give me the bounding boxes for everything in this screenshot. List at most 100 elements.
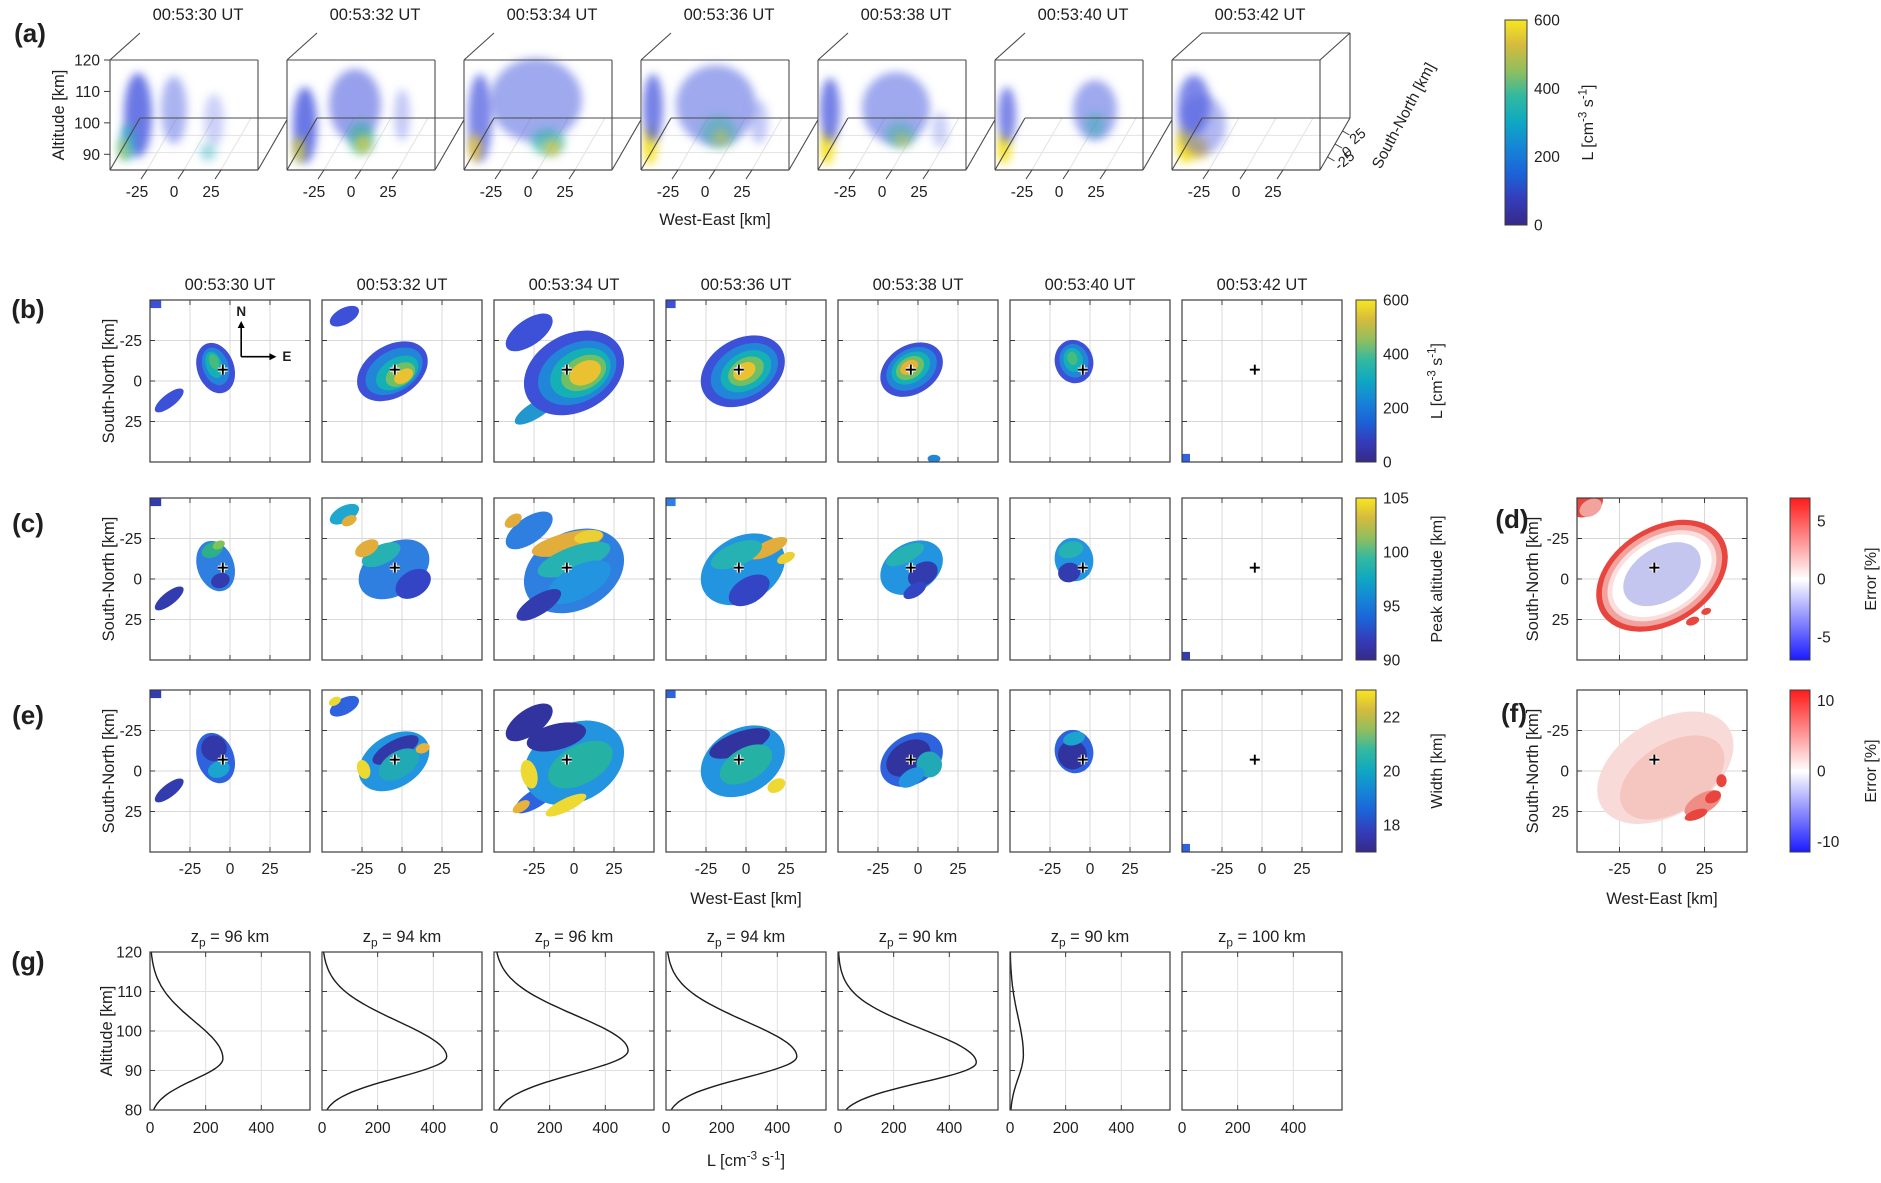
patch (666, 498, 676, 507)
blob (154, 586, 184, 611)
xtick-e: 25 (261, 861, 278, 878)
xtick-g: 0 (834, 1120, 843, 1137)
volume-box-3: -25 0 25 00:53:36 UT (640, 6, 820, 201)
xtick-e: 25 (949, 861, 966, 878)
tick (922, 169, 930, 180)
emission-blob (750, 100, 768, 144)
xtick-g: 200 (1053, 1120, 1079, 1137)
row-a: -25 0 25 00:53:30 UT -25 0 25 00:53:32 UT -25 0 25… (50, 6, 1439, 229)
blob (341, 514, 357, 527)
tick (1334, 143, 1343, 149)
blob (548, 740, 613, 789)
xtick-a: -25 (126, 184, 148, 201)
ylabel-d: South-North [km] (1524, 517, 1542, 642)
east-arrow-icon (269, 353, 277, 361)
floor-grid (360, 117, 392, 171)
blob (372, 735, 419, 765)
volume-box-2: -25 0 25 00:53:34 UT (463, 6, 643, 201)
xtick-g: 400 (764, 1120, 790, 1137)
box-edge (257, 117, 289, 171)
colorbar-f-label: Error [%] (1863, 739, 1880, 802)
title-a0: 00:53:30 UT (153, 6, 244, 24)
colorbar-d-label: Error [%] (1863, 547, 1880, 610)
blob (728, 574, 770, 607)
map-shapes (150, 690, 236, 803)
map-shapes (1182, 453, 1190, 462)
patch (666, 690, 676, 699)
colorbar-e: 18 20 22 Width [km] (1355, 689, 1446, 853)
sn-tick-a: 25 (1347, 125, 1370, 148)
colorbar-f: 10 0 -10 Error [%] (1789, 689, 1880, 853)
title-g1: zp​ = 94 km (363, 928, 442, 950)
xtick-e: 0 (914, 861, 923, 878)
volume-blobs (643, 65, 768, 165)
title-a6: 00:53:42 UT (1215, 6, 1306, 24)
map-shapes (504, 511, 625, 621)
title-b0: 00:53:30 UT (185, 276, 276, 294)
tick (1202, 169, 1210, 180)
box-edge (994, 32, 1026, 61)
ytick-c: 0 (133, 572, 142, 589)
ylabel-e: South-North [km] (100, 709, 118, 834)
blob (1067, 351, 1078, 366)
blob (767, 778, 786, 793)
xtick-e: 25 (605, 861, 622, 878)
blob (505, 313, 553, 352)
tick (1239, 169, 1247, 180)
panel-letter-d: (d) (1495, 504, 1528, 534)
xtick-a: 25 (202, 184, 219, 201)
panel-c1 (321, 497, 483, 661)
tick (848, 169, 856, 180)
blob (569, 360, 601, 386)
blob (927, 454, 941, 462)
blob (356, 759, 371, 779)
emission-blob (895, 133, 909, 147)
box-edge (463, 32, 495, 61)
xtick-e: -25 (695, 861, 717, 878)
xtick-f: 25 (1696, 861, 1713, 878)
blob (505, 703, 553, 742)
ytick-b: -25 (120, 333, 142, 350)
map-shapes (505, 703, 625, 817)
blob (1057, 740, 1087, 770)
xtick-g: 200 (365, 1120, 391, 1137)
ytick-b: 25 (125, 414, 142, 431)
row-e: -25 0 25 -25 0 25 -25 0 25 -25 0 25 -25 0 25 -25 0 25 -25 0… (100, 709, 1311, 908)
blob (329, 305, 360, 327)
emission-blob (932, 112, 948, 148)
floor-grid (751, 117, 783, 171)
panel-b3 (665, 299, 827, 463)
ytick-g: 100 (116, 1024, 142, 1041)
title-a2: 00:53:34 UT (507, 6, 598, 24)
blob (1701, 607, 1712, 615)
colorbar-b-tick: 600 (1383, 293, 1409, 310)
volume-box-1: -25 0 25 00:53:32 UT (286, 6, 466, 201)
emission-blob (200, 143, 216, 161)
volume-blobs (118, 73, 224, 161)
blob (1058, 541, 1084, 559)
colorbar-c-tick: 100 (1383, 545, 1409, 562)
volume-box-0: -25 0 25 00:53:30 UT (109, 6, 289, 201)
box-edge (788, 117, 820, 171)
xtick-g: 400 (1280, 1120, 1306, 1137)
colorbar-e-tick: 20 (1383, 764, 1401, 781)
floor-grid (220, 117, 252, 171)
tick (177, 169, 185, 180)
box-edge (1171, 32, 1203, 61)
blob (504, 513, 522, 528)
xtick-e: 25 (1293, 861, 1310, 878)
title-b1: 00:53:32 UT (357, 276, 448, 294)
colorbar-a-tick: 600 (1534, 13, 1560, 30)
xtick-a: 0 (347, 184, 356, 201)
box-edge (994, 117, 1026, 171)
blob (1705, 790, 1721, 804)
blob (154, 388, 184, 413)
map-shapes (1577, 498, 1728, 632)
blob (211, 573, 230, 589)
blob (1686, 616, 1700, 626)
box-edge (286, 117, 318, 171)
sn-label-a: South-North [km] (1369, 60, 1439, 171)
colorbar-b-tick: 400 (1383, 347, 1409, 364)
title-b5: 00:53:40 UT (1045, 276, 1136, 294)
north-arrow-icon (237, 321, 245, 329)
